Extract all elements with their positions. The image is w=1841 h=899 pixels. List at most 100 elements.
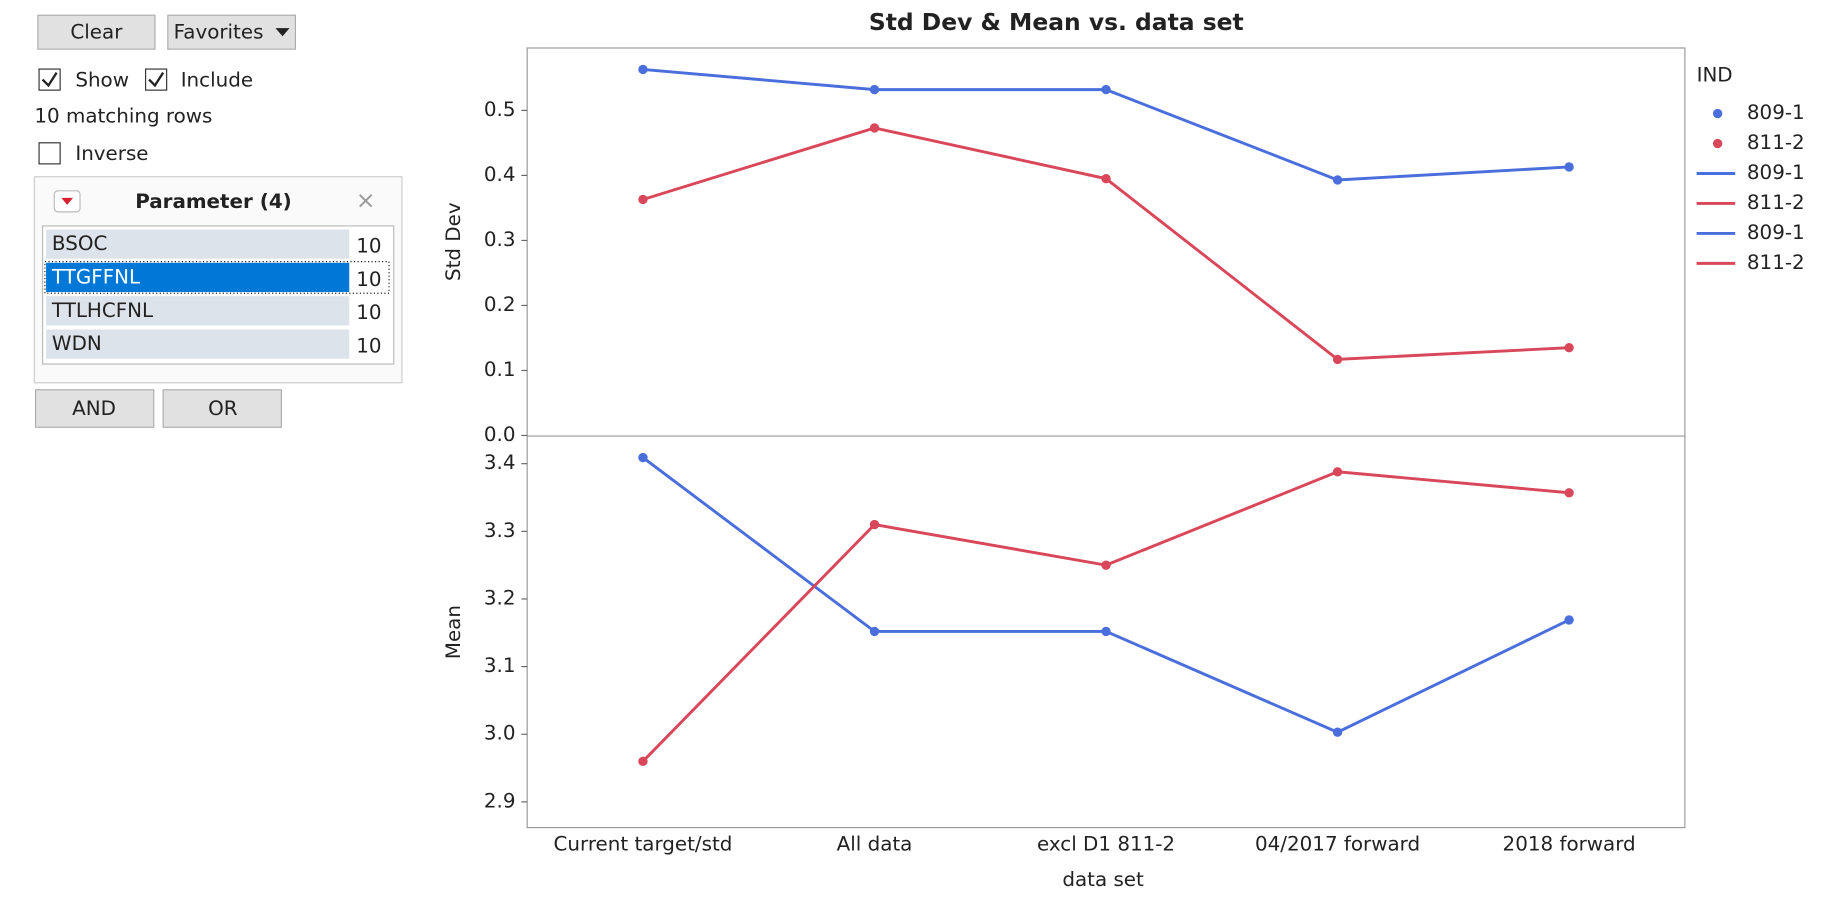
data-point xyxy=(869,626,880,637)
menu-arrow xyxy=(61,197,74,205)
y-tick-label: 3.3 xyxy=(484,519,516,542)
data-point xyxy=(1564,615,1574,625)
item-count: 10 xyxy=(356,268,381,291)
y-axis-title: Mean xyxy=(442,605,465,659)
item-background xyxy=(46,329,350,359)
y-tick-label: 0.0 xyxy=(484,423,516,446)
item-background xyxy=(46,229,350,259)
button-label: Favorites xyxy=(174,20,264,43)
favorites-button[interactable]: Favorites xyxy=(167,14,296,50)
x-tick-label: Current target/std xyxy=(554,833,733,856)
x-tick-label: 04/2017 forward xyxy=(1255,833,1420,856)
button-frame xyxy=(162,389,282,428)
parameter-item[interactable]: BSOC 10 xyxy=(46,229,382,259)
or-button[interactable]: OR xyxy=(162,389,282,428)
data-point xyxy=(1564,488,1574,498)
data-point xyxy=(1101,626,1111,637)
item-count: 10 xyxy=(356,234,381,257)
include-checkbox[interactable]: Include xyxy=(144,68,253,91)
legend-title: IND xyxy=(1697,64,1733,87)
inverse-checkbox[interactable]: Inverse xyxy=(38,142,149,165)
button-label: OR xyxy=(208,397,238,420)
parameter-items: BSOC 10 TTGFFNL 10 TTLHCFNL 10 WDN 10 xyxy=(44,229,390,359)
legend-label: 809-1 xyxy=(1747,161,1805,184)
y-tick-label: 0.4 xyxy=(484,163,516,186)
item-name: TTLHCFNL xyxy=(51,299,153,322)
y-tick-label: 0.3 xyxy=(484,228,516,251)
legend-marker xyxy=(1712,108,1723,119)
parameter-item[interactable]: TTGFFNL 10 xyxy=(44,261,390,294)
legend-label: 809-1 xyxy=(1747,101,1805,124)
data-point xyxy=(1332,175,1343,185)
button-frame xyxy=(167,14,296,50)
data-point xyxy=(638,64,648,75)
parameter-item[interactable]: TTLHCFNL 10 xyxy=(46,296,382,326)
y-tick-label: 3.0 xyxy=(484,722,516,745)
item-focus xyxy=(44,261,390,294)
data-point xyxy=(1332,467,1343,477)
item-background xyxy=(46,262,350,293)
button-label: AND xyxy=(72,397,116,420)
data-point xyxy=(869,84,880,95)
button-frame xyxy=(34,389,155,428)
checkbox xyxy=(144,68,168,91)
y-tick-label: 0.1 xyxy=(484,358,516,381)
close-icon[interactable]: × xyxy=(356,186,376,214)
checkbox-label: Inverse xyxy=(75,142,148,165)
data-point xyxy=(1101,84,1111,95)
item-name: TTGFFNL xyxy=(51,266,140,289)
data-point xyxy=(1332,354,1343,365)
legend-label: 811-2 xyxy=(1747,251,1805,274)
button-frame xyxy=(37,14,156,50)
x-tick-label: 2018 forward xyxy=(1503,833,1636,856)
clear-button[interactable]: Clear xyxy=(37,14,156,50)
checkbox xyxy=(38,142,61,165)
panel-title: Parameter (4) xyxy=(135,190,292,213)
data-point xyxy=(1564,162,1574,172)
data-point xyxy=(869,519,880,530)
item-count: 10 xyxy=(356,301,381,324)
data-point xyxy=(869,123,880,133)
data-point xyxy=(638,452,648,463)
chart-title: Std Dev & Mean vs. data set xyxy=(869,8,1244,36)
checkbox xyxy=(38,68,61,91)
x-axis-title: data set xyxy=(1062,868,1144,891)
y-tick-label: 3.4 xyxy=(484,451,516,474)
item-name: BSOC xyxy=(52,232,107,255)
y-tick-label: 2.9 xyxy=(484,789,516,812)
check xyxy=(41,71,58,88)
item-background xyxy=(46,296,350,326)
parameter-item[interactable]: WDN 10 xyxy=(46,329,382,359)
y-tick-label: 0.5 xyxy=(484,98,516,121)
and-button[interactable]: AND xyxy=(34,389,155,428)
data-point xyxy=(1101,560,1111,570)
x-tick-label: All data xyxy=(837,833,913,856)
matching-rows: 10 matching rows xyxy=(34,105,212,128)
legend-marker xyxy=(1712,138,1723,149)
show-checkbox[interactable]: Show xyxy=(38,68,129,91)
button-label: Clear xyxy=(70,20,123,43)
data-point xyxy=(1332,727,1343,737)
data-point xyxy=(638,194,648,205)
item-count: 10 xyxy=(356,335,381,358)
y-tick-label: 0.2 xyxy=(484,293,516,316)
data-point xyxy=(1564,343,1574,353)
checkbox-label: Show xyxy=(75,68,129,91)
plot: Std Dev 0.0 0.1 0.2 0.3 0.4 0.5 Mean 2.9 3.0 3.1 3.… xyxy=(442,47,1805,856)
dropdown-arrow xyxy=(275,28,290,37)
check xyxy=(148,71,165,88)
y-tick-label: 3.1 xyxy=(484,654,516,677)
legend-label: 809-1 xyxy=(1747,221,1805,244)
data-point xyxy=(638,756,648,766)
plot-frame xyxy=(526,47,1686,829)
legend-label: 811-2 xyxy=(1747,131,1805,154)
data-point xyxy=(1101,173,1111,184)
checkbox-label: Include xyxy=(181,68,253,91)
item-name: WDN xyxy=(52,332,102,355)
y-axis-title: Std Dev xyxy=(442,202,465,281)
x-tick-label: excl D1 811-2 xyxy=(1037,833,1175,856)
legend-label: 811-2 xyxy=(1747,191,1805,214)
